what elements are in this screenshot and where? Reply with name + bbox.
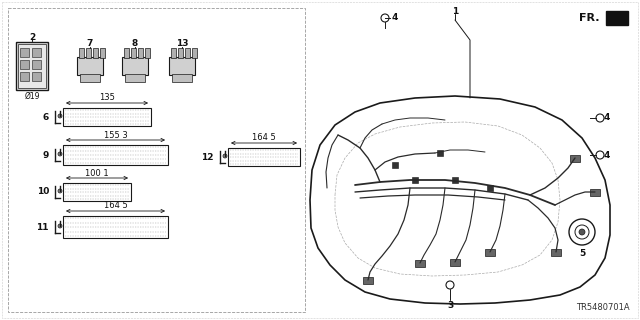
Text: 6: 6	[43, 113, 49, 122]
Bar	[125, 74, 145, 82]
Bar	[145, 48, 150, 58]
Text: 155 3: 155 3	[104, 131, 127, 140]
Bar	[18, 44, 46, 88]
Bar	[32, 72, 41, 81]
Bar	[63, 145, 168, 165]
Circle shape	[58, 189, 62, 193]
Bar	[487, 185, 493, 191]
Bar	[570, 155, 580, 162]
Bar	[86, 48, 91, 58]
Circle shape	[58, 114, 62, 118]
Bar	[77, 57, 103, 75]
Bar	[485, 249, 495, 256]
Bar	[138, 48, 143, 58]
Circle shape	[58, 152, 62, 156]
Bar	[178, 48, 183, 58]
Text: 1: 1	[452, 6, 458, 15]
Bar	[437, 150, 443, 156]
Text: Ø19: Ø19	[24, 92, 40, 100]
Text: 4: 4	[604, 150, 610, 159]
Bar	[590, 189, 600, 196]
Text: 100 1: 100 1	[85, 169, 109, 178]
Bar	[32, 60, 41, 69]
Bar	[450, 259, 460, 266]
Bar	[80, 74, 100, 82]
Text: 11: 11	[36, 222, 49, 231]
Bar	[415, 260, 425, 267]
Text: 2: 2	[29, 33, 35, 42]
Text: FR.: FR.	[579, 13, 600, 23]
Bar	[192, 48, 197, 58]
Bar	[8, 8, 305, 312]
Circle shape	[223, 154, 227, 158]
Text: 4: 4	[392, 13, 398, 22]
Text: 13: 13	[176, 39, 188, 49]
Bar	[169, 57, 195, 75]
Text: 5: 5	[579, 250, 585, 259]
Bar	[185, 48, 190, 58]
Bar	[606, 11, 628, 25]
Bar	[131, 48, 136, 58]
Bar	[363, 277, 373, 284]
Bar	[412, 177, 418, 183]
Text: 135: 135	[99, 93, 115, 102]
Bar	[16, 42, 48, 90]
Bar	[79, 48, 84, 58]
Text: 3: 3	[447, 301, 453, 310]
Bar	[172, 74, 192, 82]
Bar	[32, 48, 41, 57]
Text: 164 5: 164 5	[252, 133, 276, 142]
Bar	[63, 216, 168, 238]
Circle shape	[579, 229, 585, 235]
Text: 164 5: 164 5	[104, 202, 127, 211]
Bar	[20, 48, 29, 57]
Bar	[124, 48, 129, 58]
Text: 12: 12	[202, 153, 214, 162]
Bar	[20, 72, 29, 81]
Text: 4: 4	[604, 114, 610, 123]
Text: TR5480701A: TR5480701A	[577, 303, 630, 312]
Bar	[63, 183, 131, 201]
Bar	[551, 249, 561, 256]
Bar	[171, 48, 176, 58]
Bar	[228, 148, 300, 166]
Text: 8: 8	[132, 39, 138, 49]
Bar	[63, 108, 151, 126]
Bar	[20, 60, 29, 69]
Bar	[122, 57, 148, 75]
Bar	[452, 177, 458, 183]
Text: 10: 10	[36, 188, 49, 196]
Bar	[100, 48, 105, 58]
Text: 9: 9	[43, 150, 49, 159]
Text: 7: 7	[87, 39, 93, 49]
Bar	[93, 48, 98, 58]
Bar	[392, 162, 398, 168]
Circle shape	[58, 224, 62, 228]
